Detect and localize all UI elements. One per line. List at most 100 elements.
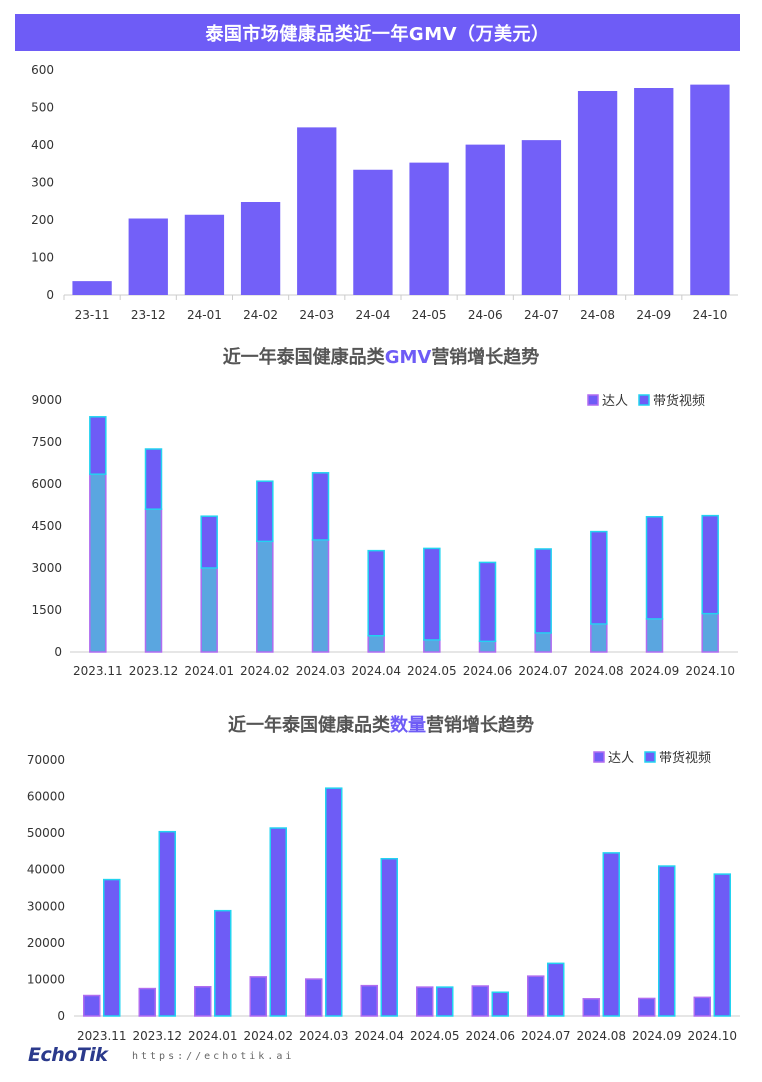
y-tick-label: 600: [31, 63, 54, 77]
x-tick-label: 24-08: [580, 308, 615, 322]
bar-segment: [701, 612, 719, 653]
bar: [184, 214, 225, 295]
chart3-title: 近一年泰国健康品类数量营销增长趋势: [0, 711, 762, 737]
bar: [577, 91, 618, 295]
bar: [638, 997, 656, 1017]
y-tick-label: 40000: [27, 863, 65, 877]
x-tick-label: 2024.03: [296, 664, 346, 678]
y-tick-label: 100: [31, 251, 54, 265]
x-tick-label: 2024.05: [410, 1029, 460, 1043]
bar: [269, 827, 287, 1017]
y-tick-label: 10000: [27, 972, 65, 986]
y-tick-label: 50000: [27, 826, 65, 840]
x-tick-label: 2024.07: [518, 664, 568, 678]
bar: [465, 144, 505, 295]
bar: [436, 986, 454, 1017]
y-tick-label: 7500: [31, 435, 62, 449]
bar: [409, 162, 449, 295]
bar-segment: [423, 639, 441, 653]
x-tick-label: 2024.08: [574, 664, 624, 678]
x-tick-label: 24-03: [299, 308, 334, 322]
bar-segment: [590, 623, 608, 653]
x-tick-label: 2024.06: [463, 664, 513, 678]
y-tick-label: 200: [31, 213, 54, 227]
legend-label: 带货视频: [653, 393, 705, 409]
x-tick-label: 24-07: [524, 308, 559, 322]
bar: [360, 984, 378, 1017]
x-tick-label: 2024.02: [243, 1029, 293, 1043]
x-tick-label: 2024.01: [184, 664, 234, 678]
y-tick-label: 0: [46, 288, 54, 302]
echotik-logo: EchoTik: [28, 1044, 108, 1066]
x-tick-label: 2024.08: [576, 1029, 626, 1043]
bar: [83, 994, 101, 1017]
bar-segment: [256, 540, 274, 653]
chart1-title: 泰国市场健康品类近一年GMV（万美元）: [15, 14, 740, 51]
legend-swatch: [644, 751, 656, 763]
y-tick-label: 0: [57, 1009, 65, 1023]
bar-segment: [478, 640, 497, 653]
gmv-marketing-stacked-chart: 0 1500 3000 4500 6000 7500 9000 2023.11 2023.12 2…: [31, 393, 738, 678]
y-tick-label: 9000: [31, 393, 62, 407]
footer-url[interactable]: https://echotik.ai: [132, 1051, 295, 1062]
x-tick-label: 2024.04: [354, 1029, 404, 1043]
x-tick-label: 2024.02: [240, 664, 290, 678]
x-tick-label: 24-01: [187, 308, 222, 322]
bar: [416, 986, 434, 1017]
footer: EchoTik: [28, 1044, 108, 1066]
legend-swatch: [593, 751, 605, 763]
bar-segment: [200, 567, 218, 653]
x-tick-label: 24-02: [243, 308, 278, 322]
x-tick-label: 2024.01: [188, 1029, 238, 1043]
x-tick-label: 24-06: [468, 308, 503, 322]
bar-segment: [256, 480, 274, 543]
bar: [713, 873, 731, 1017]
chart2-title: 近一年泰国健康品类GMV营销增长趋势: [0, 343, 762, 369]
y-tick-label: 30000: [27, 899, 65, 913]
bar-segment: [367, 635, 385, 653]
bar: [582, 998, 600, 1017]
bar: [547, 962, 565, 1017]
bar: [634, 88, 674, 295]
y-tick-label: 3000: [31, 561, 62, 575]
bar: [658, 865, 676, 1017]
y-tick-label: 300: [31, 176, 54, 190]
x-tick-label: 2024.09: [632, 1029, 682, 1043]
y-tick-label: 70000: [27, 753, 65, 767]
x-tick-label: 24-10: [692, 308, 727, 322]
x-tick-label: 2024.10: [685, 664, 735, 678]
y-tick-label: 0: [54, 645, 62, 659]
x-tick-label: 2023.12: [129, 664, 179, 678]
y-tick-label: 6000: [31, 477, 62, 491]
bar-segment: [144, 448, 163, 510]
legend-label: 达人: [608, 751, 634, 766]
bar: [240, 202, 281, 295]
bar-segment: [311, 539, 330, 653]
y-tick-label: 20000: [27, 936, 65, 950]
chart3-title-prefix: 近一年泰国健康品类: [228, 715, 390, 736]
x-tick-label: 2024.03: [299, 1029, 349, 1043]
bar: [325, 787, 343, 1017]
x-tick-label: 24-09: [636, 308, 671, 322]
x-tick-label: 23-12: [131, 308, 166, 322]
bar: [380, 857, 398, 1017]
x-tick-label: 2024.04: [351, 664, 401, 678]
y-tick-label: 500: [31, 101, 54, 115]
x-tick-label: 24-04: [355, 308, 390, 322]
x-tick-label: 2024.10: [687, 1029, 737, 1043]
bar-segment: [478, 561, 497, 643]
x-tick-label: 2023.11: [77, 1029, 127, 1043]
bar: [214, 909, 232, 1017]
y-tick-label: 4500: [31, 519, 62, 533]
legend-swatch: [638, 394, 650, 406]
x-tick-label: 2024.05: [407, 664, 457, 678]
x-tick-label: 2024.07: [521, 1029, 571, 1043]
bar-segment: [701, 514, 719, 615]
chart2-title-highlight: GMV: [384, 347, 432, 368]
chart2-title-suffix: 营销增长趋势: [431, 347, 540, 368]
bar: [491, 991, 509, 1017]
chart3-title-suffix: 营销增长趋势: [426, 715, 534, 736]
x-tick-label: 2023.11: [73, 664, 123, 678]
bar: [521, 140, 562, 295]
bar: [249, 976, 267, 1017]
